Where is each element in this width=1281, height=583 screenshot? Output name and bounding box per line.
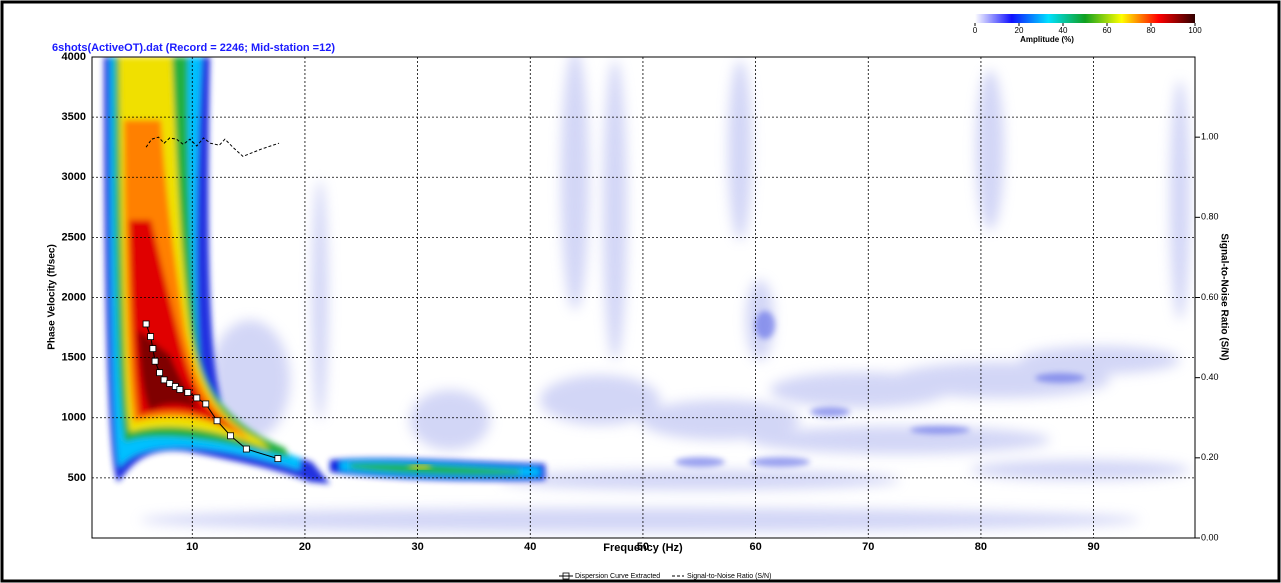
y2-tick-label: 1.00 xyxy=(1201,132,1219,142)
dispersion-point xyxy=(213,417,221,425)
y-tick-label: 500 xyxy=(68,472,86,484)
y-tick-label: 3500 xyxy=(62,111,86,123)
dispersion-point xyxy=(160,376,168,384)
dispersion-point xyxy=(151,357,159,365)
y2-tick-label: 0.60 xyxy=(1201,292,1219,302)
dispersion-point xyxy=(242,445,250,453)
colorbar-tick-label: 80 xyxy=(1147,26,1156,35)
dispersion-point xyxy=(142,320,150,328)
x-tick-label: 10 xyxy=(186,541,198,553)
y-tick-label: 4000 xyxy=(62,51,86,63)
y-axis-label: Phase Velocity (ft/sec) xyxy=(47,244,58,350)
x-tick-label: 30 xyxy=(411,541,423,553)
y2-tick-label: 0.00 xyxy=(1201,532,1219,542)
y2-axis-label: Signal-to-Noise Ratio (S/N) xyxy=(1218,233,1229,360)
dispersion-point xyxy=(156,369,163,377)
y-tick-label: 2000 xyxy=(62,291,86,303)
colorbar-tick-label: 20 xyxy=(1015,26,1024,35)
colorbar xyxy=(975,14,1195,23)
x-tick-label: 60 xyxy=(749,541,761,553)
dispersion-point xyxy=(166,380,174,387)
colorbar-tick-label: 100 xyxy=(1188,26,1202,35)
dispersion-point xyxy=(184,389,192,396)
colorbar-tick-label: 40 xyxy=(1059,26,1068,35)
snr-line xyxy=(145,136,280,157)
colorbar-label: Amplitude (%) xyxy=(1020,35,1074,44)
y-tick-label: 3000 xyxy=(62,171,86,183)
chart-title: 6shots(ActiveOT).dat (Record = 2246; Mid… xyxy=(52,42,335,54)
dispersion-point xyxy=(274,455,282,463)
y2-tick-label: 0.20 xyxy=(1201,452,1219,462)
x-tick-label: 80 xyxy=(975,541,987,553)
dispersion-point xyxy=(193,394,201,402)
dispersion-image xyxy=(104,57,1190,532)
legend-label: Signal-to-Noise Ratio (S/N) xyxy=(687,573,771,580)
x-tick-label: 70 xyxy=(862,541,874,553)
y-tick-label: 1500 xyxy=(62,352,86,364)
x-tick-label: 90 xyxy=(1087,541,1099,553)
dispersion-point xyxy=(149,345,157,353)
dispersion-point xyxy=(227,432,234,440)
legend-label: Dispersion Curve Extracted xyxy=(575,573,660,580)
y2-tick-label: 0.80 xyxy=(1201,212,1219,222)
x-tick-label: 20 xyxy=(299,541,311,553)
colorbar-tick-label: 0 xyxy=(973,26,978,35)
dispersion-point xyxy=(176,386,184,393)
colorbar-tick-label: 60 xyxy=(1103,26,1112,35)
x-axis-label: Frequency (Hz) xyxy=(603,542,683,554)
y-tick-label: 1000 xyxy=(62,412,86,424)
dispersion-point xyxy=(202,400,210,408)
y2-tick-label: 0.40 xyxy=(1201,372,1219,382)
x-tick-label: 40 xyxy=(524,541,536,553)
y-tick-label: 2500 xyxy=(62,231,86,243)
dispersion-point xyxy=(147,333,154,340)
x-tick-label: 50 xyxy=(637,541,649,553)
